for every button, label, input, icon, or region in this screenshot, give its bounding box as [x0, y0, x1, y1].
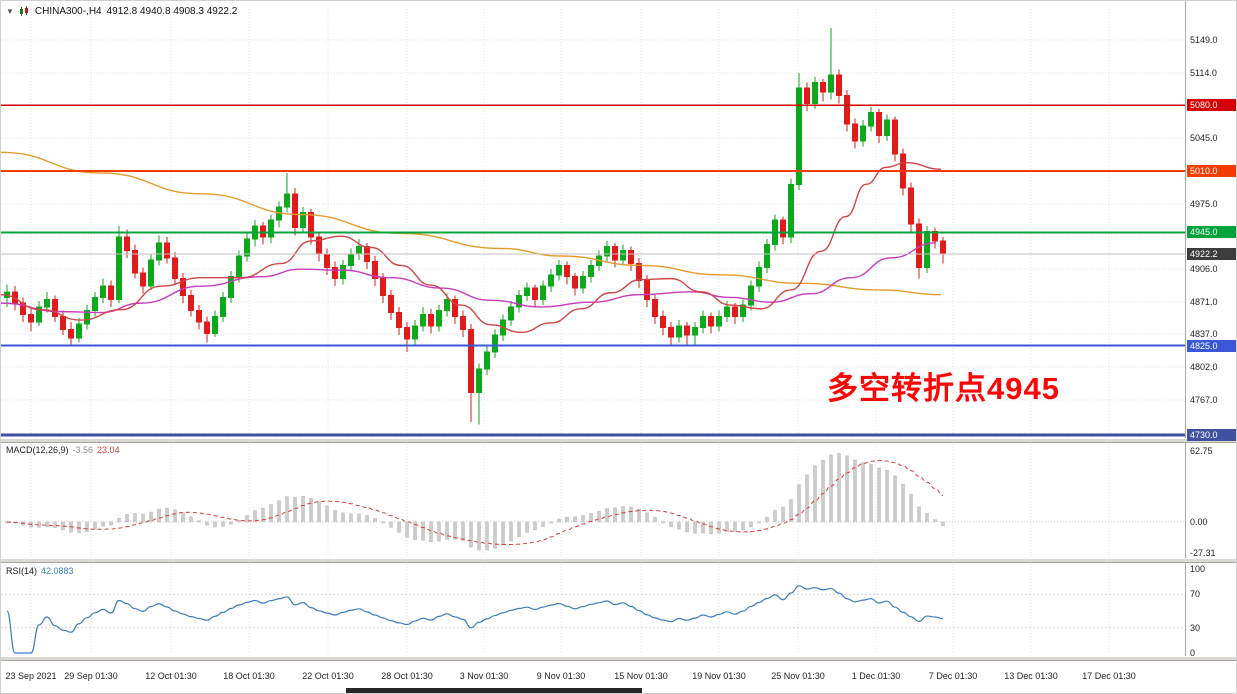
price-tick-label: 4767.0: [1190, 395, 1218, 406]
price-axis: 5149.0 5114.0 5045.0 4975.0 4906.0 4871.0 4837…: [1186, 1, 1236, 661]
horizontal-line-objects[interactable]: [1, 104, 1185, 437]
panel-separator-main-macd[interactable]: [1, 438, 1236, 443]
macd-tick-label: -27.31: [1190, 547, 1216, 558]
time-axis-label: 3 Nov 01:30: [459, 671, 509, 681]
time-axis-label: 25 Nov 01:30: [771, 671, 825, 681]
time-axis-label: 23 Sep 2021: [5, 671, 57, 681]
price-tick-label: 4975.0: [1190, 199, 1218, 210]
time-axis-label: 19 Nov 01:30: [692, 671, 746, 681]
price-level-badge: 4945.0: [1187, 226, 1236, 239]
panel-separator-rsi-timeaxis: [1, 656, 1236, 661]
price-tick-label: 4802.0: [1190, 362, 1218, 373]
ohlc-values: 4912.8 4940.8 4908.3 4922.2: [106, 6, 238, 17]
rsi-value: 42.0883: [41, 566, 74, 576]
time-axis-label: 22 Oct 01:30: [302, 671, 354, 681]
time-axis-label: 13 Dec 01:30: [1004, 671, 1058, 681]
price-level-badge: 5080.0: [1187, 99, 1236, 112]
moving-average-medium-magenta: [1, 242, 937, 314]
time-axis-label: 12 Oct 01:30: [145, 671, 197, 681]
time-axis-label: 17 Dec 01:30: [1082, 671, 1136, 681]
panel-separator-macd-rsi[interactable]: [1, 558, 1236, 563]
macd-name: MACD(12,26,9): [6, 445, 69, 455]
rsi-tick-label: 30: [1190, 622, 1201, 633]
rsi-name: RSI(14): [6, 566, 38, 576]
price-tick-label: 4906.0: [1190, 264, 1218, 275]
price-tick-label: 5149.0: [1190, 35, 1218, 46]
time-axis: 23 Sep 2021 29 Sep 01:30 12 Oct 01:30 18 Oc…: [1, 671, 1236, 685]
price-tick-label: 5114.0: [1190, 68, 1217, 79]
time-axis-label: 29 Sep 01:30: [64, 671, 118, 681]
macd-indicator-label: MACD(12,26,9) -3.56 23.04: [6, 445, 120, 455]
rsi-tick-label: 0: [1190, 648, 1196, 658]
macd-signal-value: 23.04: [97, 445, 120, 455]
candlestick-chart-icon: [19, 6, 28, 16]
macd-main-value: -3.56: [72, 445, 94, 455]
horizontal-scrollbar-thumb[interactable]: [346, 688, 642, 693]
price-level-badge: 4825.0: [1187, 339, 1236, 352]
time-axis-label: 7 Dec 01:30: [928, 671, 978, 681]
time-axis-label: 18 Oct 01:30: [223, 671, 275, 681]
symbol-timeframe-label: CHINA300-,H4: [34, 6, 102, 17]
time-axis-label: 15 Nov 01:30: [614, 671, 668, 681]
rsi-panel: [1, 585, 1185, 654]
collapse-arrow-icon[interactable]: ▼: [6, 7, 14, 16]
price-tick-label: 4871.0: [1190, 297, 1218, 308]
time-axis-label: 1 Dec 01:30: [851, 671, 901, 681]
price-axis-border: [1185, 1, 1186, 659]
candlestick-series: [4, 27, 946, 425]
rsi-indicator-label: RSI(14) 42.0883: [6, 566, 74, 576]
rsi-tick-label: 70: [1190, 589, 1201, 600]
time-axis-label: 9 Nov 01:30: [536, 671, 586, 681]
macd-tick-label: 0.00: [1190, 516, 1208, 527]
price-level-badge: 5010.0: [1187, 165, 1236, 178]
price-tick-label: 4837.0: [1190, 329, 1218, 340]
quote-bar: ▼ CHINA300-,H4 4912.8 4940.8 4908.3 4922…: [6, 6, 237, 17]
moving-average-fast-red: [1, 161, 942, 334]
macd-panel: [1, 453, 1185, 551]
rsi-tick-label: 100: [1190, 564, 1206, 574]
macd-tick-label: 62.75: [1190, 445, 1213, 456]
price-level-badge: 4730.0: [1187, 429, 1236, 442]
annotation-text[interactable]: 多空转折点4945: [827, 371, 1060, 406]
price-tick-label: 5045.0: [1190, 133, 1218, 144]
price-level-badge: 4922.2: [1187, 247, 1236, 260]
time-axis-label: 28 Oct 01:30: [381, 671, 433, 681]
